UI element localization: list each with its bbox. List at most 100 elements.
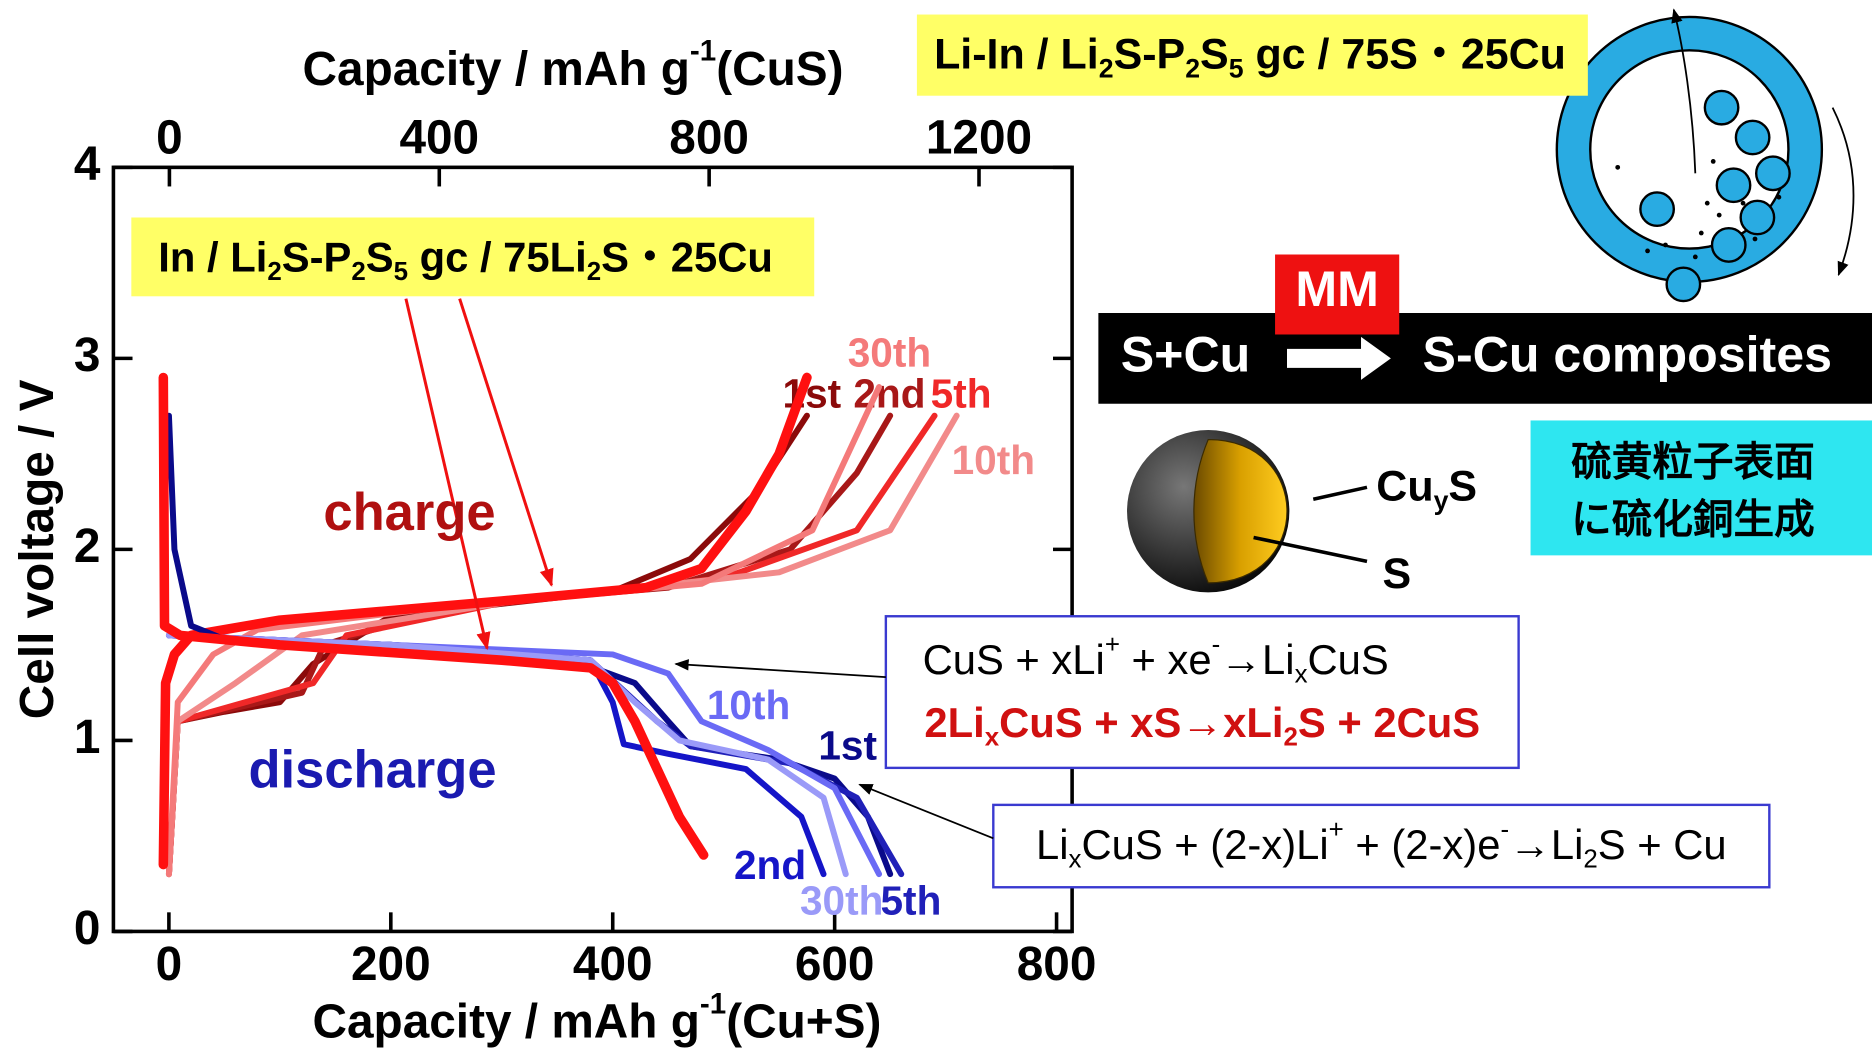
text-part: gc / 75S・25Cu [1244,31,1566,79]
script-text: + [1105,631,1120,659]
y-tick-label: 0 [74,902,101,955]
text-part: In / Li [158,234,267,281]
text-part: Capacity / mAh g [312,995,699,1048]
x-tick-label: 400 [573,938,653,991]
curve-label: 30th [848,330,931,376]
curve-label: 30th [800,878,883,924]
plot: 0 200 400 600 800 0 400 800 1200 0 1 2 3 4 Capacity / … [11,35,1096,1049]
script-text: -1 [690,35,716,68]
text-part: Li [1036,821,1069,868]
curve-label: 2nd [734,842,806,888]
text-part: CuS + (2-x)Li [1081,821,1328,868]
process-arrow [1287,336,1391,380]
pointer [404,298,491,651]
curve-label: 5th [880,878,941,924]
x2-tick-label: 0 [156,112,183,165]
plot-frame [111,165,1074,934]
script-text: y [1434,486,1449,516]
script-text: x [1295,660,1308,688]
text-part: S-P [1114,31,1186,79]
curve [158,372,709,860]
text-part: S + 2CuS [1298,699,1480,746]
y-tick-label: 2 [74,520,101,573]
curve [165,412,938,878]
shell-label: CuyS [1376,463,1477,516]
x2-tick-label: 800 [669,112,749,165]
y-tick-label: 1 [74,711,101,764]
note-line: 硫黄粒子表面 [1571,438,1814,486]
text-part: (CuS) [716,42,843,95]
reaction: 2LixCuS + xS→xLi2S + 2CuS [924,699,1480,751]
particle [1127,430,1368,593]
text-part: S [1448,463,1477,511]
script-text: 2 [1583,845,1597,873]
ball-mill [1555,8,1855,303]
pointer [674,659,886,679]
text-part: + xe [1120,636,1212,683]
x-tick-label: 200 [351,938,431,991]
text-part: →Li [1509,821,1583,868]
y-tick-label: 4 [74,138,101,191]
reactant: S+Cu [1121,327,1251,383]
script-text: 2 [1099,53,1114,83]
script-text: - [1212,631,1221,659]
text-part: Li-In / Li [934,31,1099,79]
curve-label: 10th [707,682,790,728]
text-part: S [1200,31,1229,79]
cell-box [916,14,1588,96]
cell-label: In / Li2S-P2S5 gc / 75Li2S・25Cu [158,234,773,286]
text-part: 2Li [924,699,984,746]
script-text: -1 [700,987,726,1020]
curve [158,372,812,870]
mm-box [1275,254,1400,335]
note-line: に硫化銅生成 [1571,495,1814,543]
pointer [858,783,994,840]
text-part: CuS + xLi [923,636,1105,683]
text-part: CuS [1308,636,1389,683]
x-tick-label: 600 [795,938,875,991]
curve-label: 2nd [853,370,925,416]
reaction-box [884,615,1520,770]
curve-label: 1st [818,722,877,768]
x2-axis-label: Capacity / mAh g-1(CuS) [303,35,844,96]
x2-tick-label: 1200 [926,112,1032,165]
curve-label: 10th [952,437,1035,483]
cell-label: Li-In / Li2S-P2S5 gc / 75S・25Cu [934,31,1566,84]
text-part: gc / 75Li [408,234,587,281]
text-part: Capacity / mAh g [303,42,690,95]
script-text: 2 [1283,723,1297,751]
reaction: LixCuS + (2-x)Li+ + (2-x)e-→Li2S + Cu [1036,816,1727,873]
curve [165,412,894,878]
script-text: 2 [587,258,601,286]
cell-box [131,217,815,297]
text-part: (Cu+S) [726,995,881,1048]
curve-label: 5th [931,370,992,416]
reaction-box [992,803,1771,889]
text-part: S + Cu [1598,821,1727,868]
text-part: →Li [1220,636,1294,683]
x-tick-label: 800 [1017,938,1097,991]
curve [165,412,960,878]
core-label: S [1383,550,1412,598]
text-part: CuS + xS→xLi [999,699,1283,746]
script-text: 5 [1229,53,1244,83]
text-part: S [366,234,394,281]
mm-label: MM [1295,261,1379,317]
script-text: + [1329,816,1344,844]
script-text: - [1500,816,1509,844]
text-part: + (2-x)e [1344,821,1501,868]
x-tick-label: 0 [156,938,183,991]
x-axis-label: Capacity / mAh g-1(Cu+S) [312,987,881,1048]
text-part: S-P [282,234,352,281]
script-text: x [1069,845,1082,873]
charge-label: charge [323,483,495,542]
text-part: S・25Cu [601,234,773,281]
script-text: 2 [351,258,365,286]
script-text: 2 [267,258,281,286]
text-part: Cu [1376,463,1433,511]
product: S-Cu composites [1423,327,1832,383]
script-text: 5 [394,258,408,286]
reaction: CuS + xLi+ + xe-→LixCuS [923,631,1389,688]
x2-tick-label: 400 [399,112,479,165]
